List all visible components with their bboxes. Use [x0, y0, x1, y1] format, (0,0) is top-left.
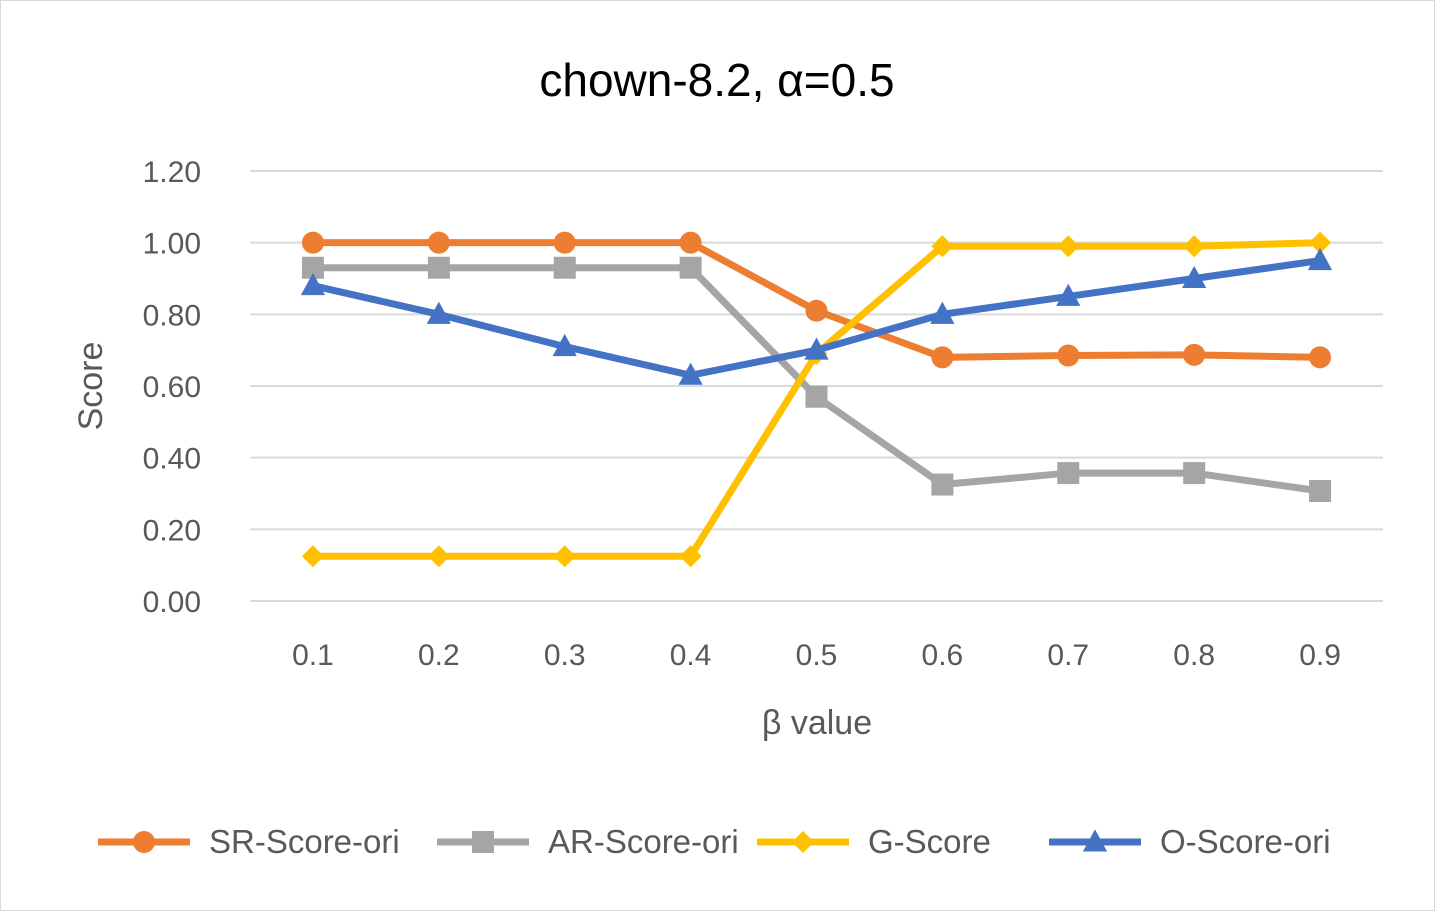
data-point — [930, 301, 955, 324]
legend-marker — [472, 831, 494, 853]
data-point — [427, 545, 450, 568]
x-axis-label: β value — [762, 704, 872, 742]
data-point — [679, 256, 702, 279]
series-sr-score-ori — [301, 231, 1332, 369]
legend: SR-Score-ori AR-Score-ori G-Score O-Score-o… — [98, 823, 1331, 860]
x-tick-label: 0.1 — [292, 639, 334, 672]
x-tick-label: 0.7 — [1047, 639, 1089, 672]
data-point — [1309, 479, 1332, 502]
data-point — [679, 545, 702, 568]
series-layer — [300, 231, 1333, 568]
y-tick-label: 0.00 — [143, 586, 201, 619]
data-point — [1183, 235, 1206, 258]
data-point — [679, 231, 702, 254]
data-point — [1182, 265, 1207, 288]
legend-item: AR-Score-ori — [437, 823, 739, 860]
x-tick-label: 0.3 — [544, 639, 586, 672]
data-point — [553, 231, 576, 254]
legend-marker — [1082, 829, 1108, 852]
data-point — [426, 301, 451, 324]
x-tick-label: 0.9 — [1299, 639, 1341, 672]
data-point — [1057, 462, 1080, 485]
x-tick-label: 0.8 — [1173, 639, 1215, 672]
data-point — [427, 256, 450, 279]
data-point — [301, 545, 324, 568]
data-point — [931, 235, 954, 258]
legend-label: AR-Score-ori — [548, 823, 739, 860]
data-point — [552, 333, 577, 357]
y-tick-label: 0.80 — [143, 299, 201, 332]
x-tick-label: 0.4 — [670, 639, 712, 672]
data-point — [1057, 344, 1080, 367]
x-tick-labels: 0.1 0.2 0.3 0.4 0.5 0.6 0.7 0.8 0.9 — [292, 639, 1341, 672]
legend-marker — [133, 831, 155, 853]
data-point — [1057, 235, 1080, 258]
y-tick-label: 0.40 — [143, 443, 201, 476]
data-point — [1183, 343, 1206, 366]
y-tick-label: 1.20 — [143, 156, 201, 189]
data-point — [1309, 346, 1332, 369]
data-point — [301, 231, 324, 254]
legend-item: SR-Score-ori — [98, 823, 400, 860]
data-point — [804, 337, 829, 360]
x-tick-label: 0.2 — [418, 639, 460, 672]
data-point — [1309, 231, 1332, 254]
data-point — [1056, 283, 1081, 306]
data-point — [553, 256, 576, 279]
legend-label: G-Score — [868, 823, 991, 860]
legend-marker — [792, 831, 814, 853]
data-point — [805, 299, 828, 322]
data-point — [931, 346, 954, 369]
y-tick-label: 0.20 — [143, 514, 201, 547]
data-point — [553, 545, 576, 568]
data-point — [1183, 462, 1206, 485]
data-point — [300, 273, 326, 296]
y-tick-label: 1.00 — [143, 228, 201, 261]
y-tick-labels: 0.00 0.20 0.40 0.60 0.80 1.00 1.20 — [143, 156, 201, 619]
chart-title: chown-8.2, α=0.5 — [539, 54, 894, 106]
data-point — [931, 473, 954, 496]
data-point — [427, 231, 450, 254]
data-point — [301, 256, 324, 279]
y-tick-label: 0.60 — [143, 371, 201, 404]
legend-item: G-Score — [757, 823, 991, 860]
legend-label: O-Score-ori — [1160, 823, 1331, 860]
legend-label: SR-Score-ori — [209, 823, 400, 860]
data-point — [805, 385, 828, 408]
data-point — [678, 362, 703, 385]
y-axis-label: Score — [72, 342, 110, 431]
series-ar-score-ori — [301, 256, 1332, 502]
x-tick-label: 0.5 — [796, 639, 838, 672]
legend-item: O-Score-ori — [1049, 823, 1331, 860]
series-o-score-ori — [300, 247, 1333, 385]
x-tick-label: 0.6 — [922, 639, 964, 672]
data-point — [1307, 247, 1333, 271]
